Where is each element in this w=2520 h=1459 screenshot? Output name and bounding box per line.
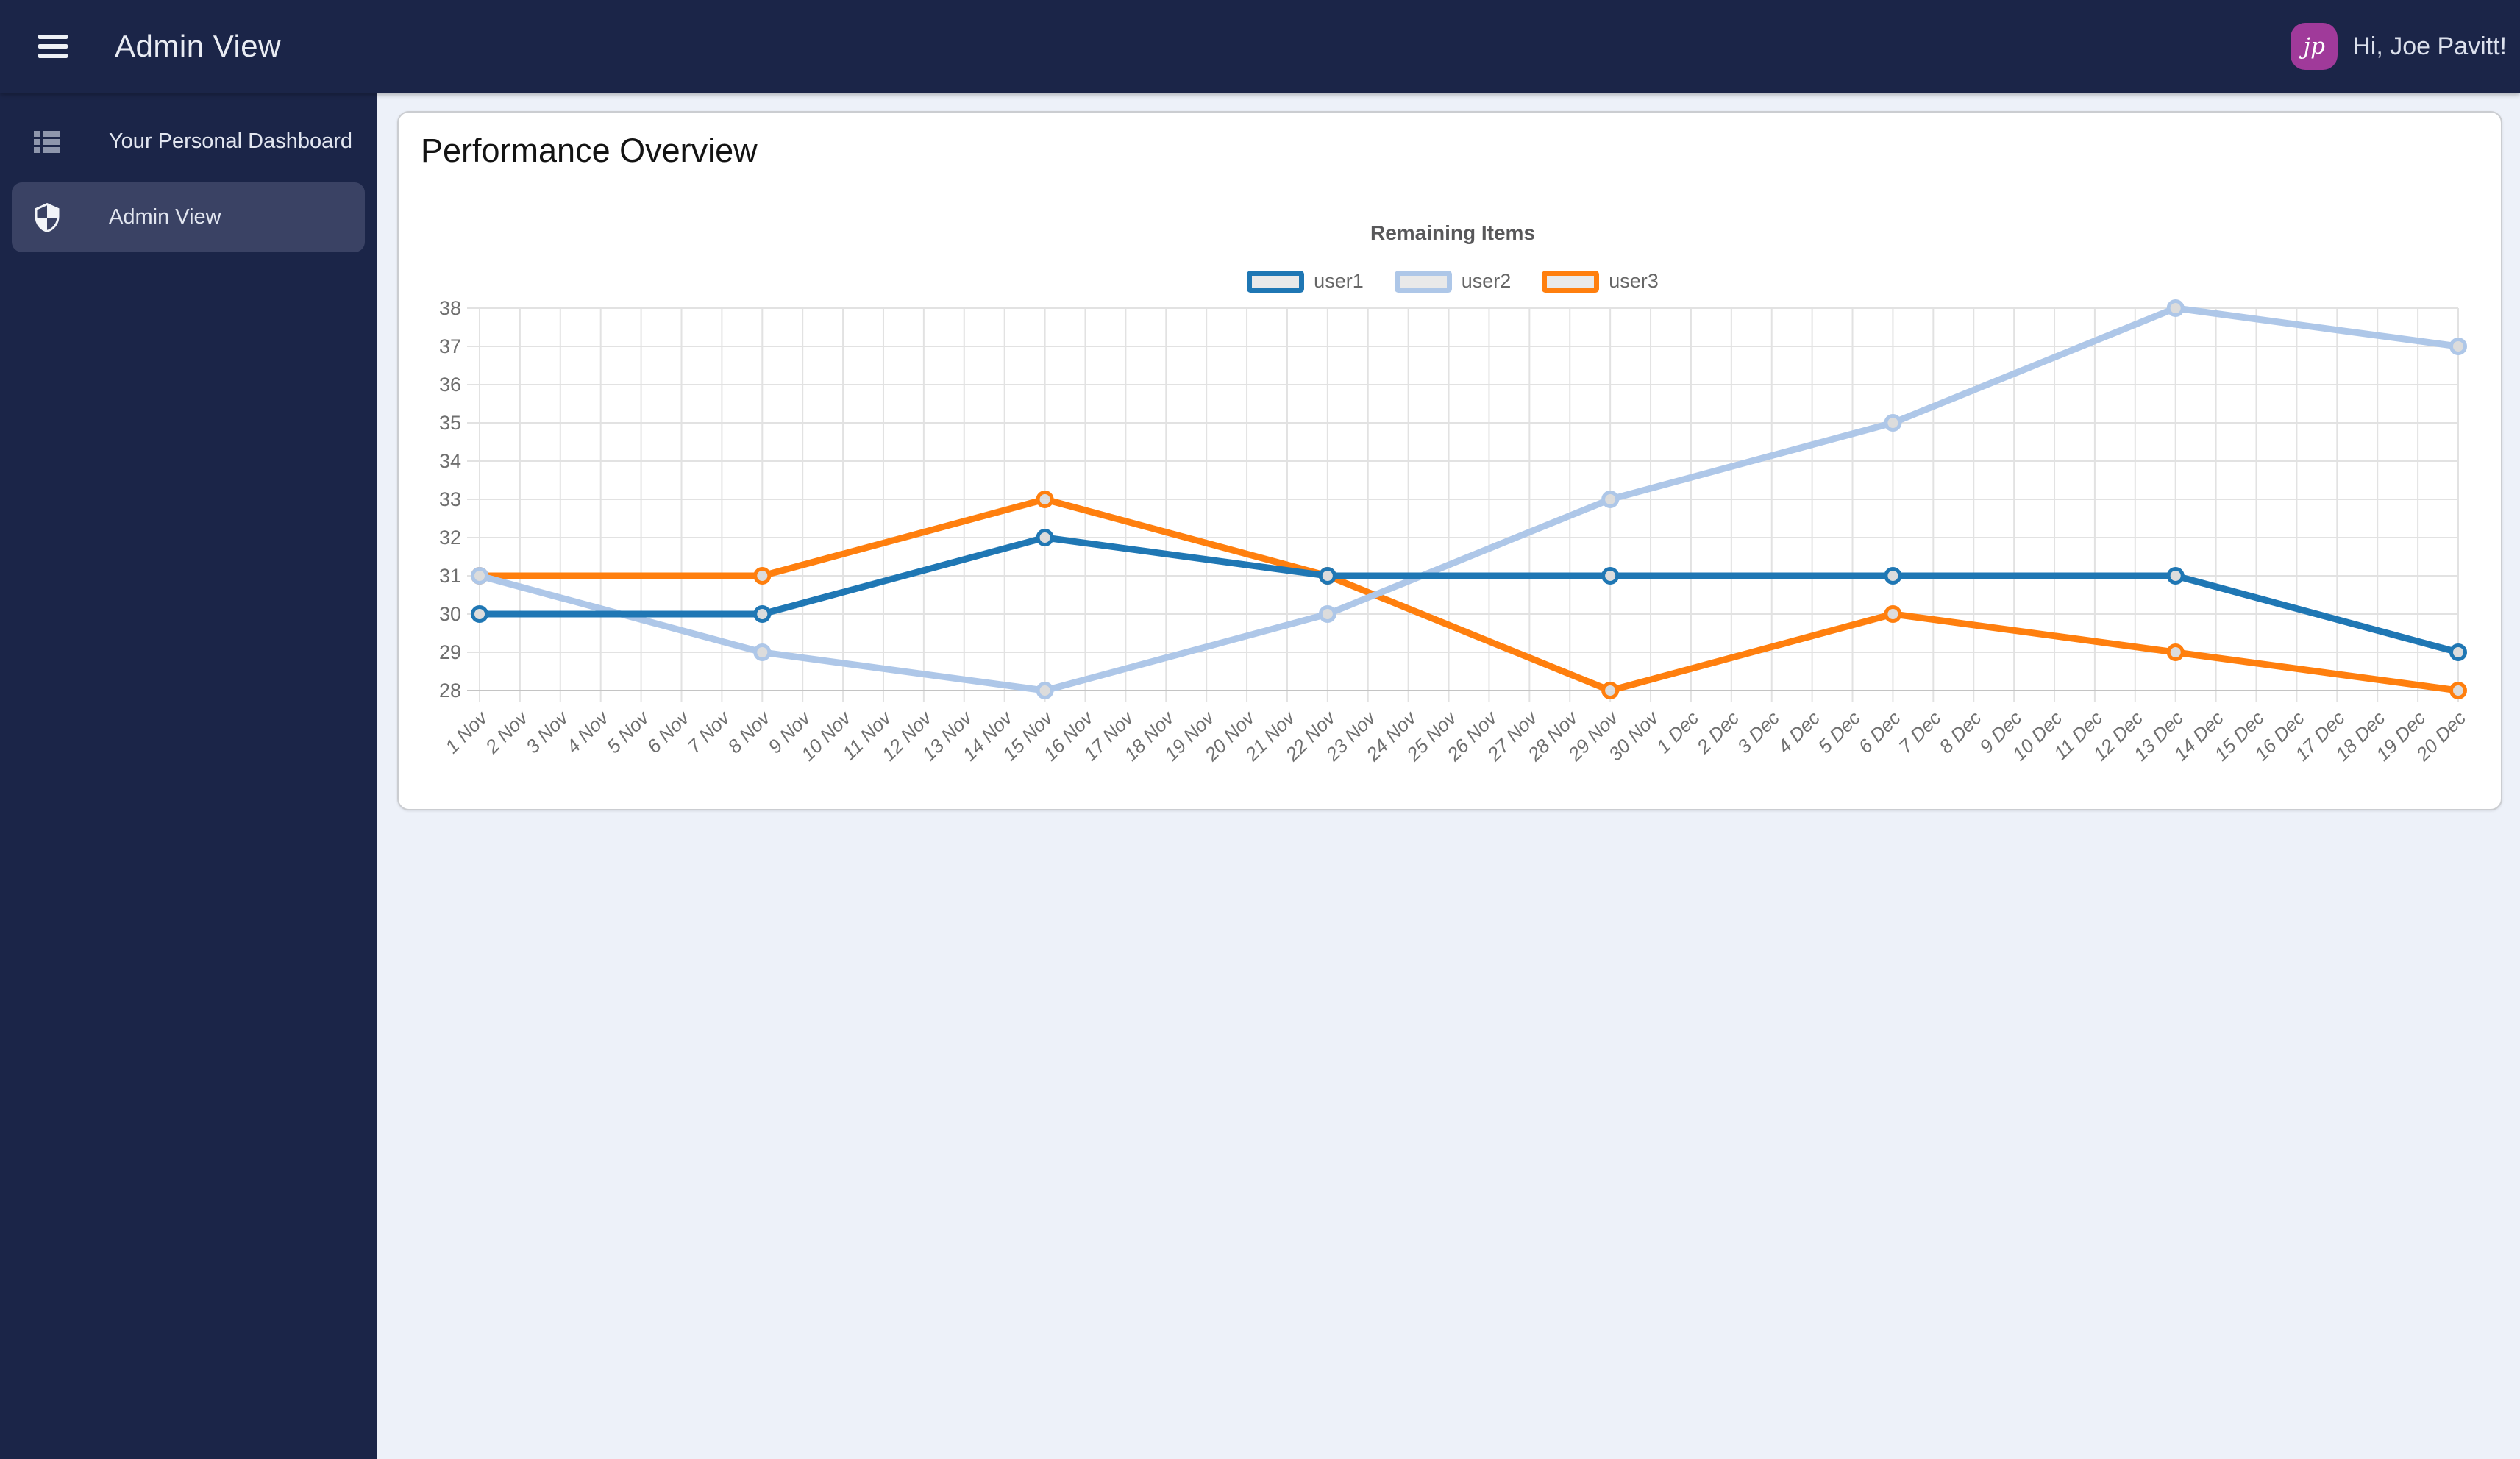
legend-label: user3 xyxy=(1609,270,1659,293)
legend-item-user1[interactable]: user1 xyxy=(1247,270,1364,293)
sidebar-item-label: Admin View xyxy=(109,205,221,229)
svg-text:8 Dec: 8 Dec xyxy=(1935,707,1985,757)
card-title: Performance Overview xyxy=(421,132,758,169)
legend-item-user2[interactable]: user2 xyxy=(1394,270,1512,293)
svg-text:32: 32 xyxy=(439,527,461,549)
legend-item-user3[interactable]: user3 xyxy=(1542,270,1659,293)
hamburger-menu-icon[interactable] xyxy=(34,30,72,63)
sidebar-item-label: Your Personal Dashboard xyxy=(109,129,353,153)
legend-swatch xyxy=(1542,270,1600,293)
legend-label: user2 xyxy=(1461,270,1512,293)
user-greeting: Hi, Joe Pavitt! xyxy=(2352,32,2507,60)
svg-text:34: 34 xyxy=(439,450,461,472)
svg-text:5 Nov: 5 Nov xyxy=(602,706,655,758)
view-list-icon xyxy=(32,130,62,154)
legend-swatch xyxy=(1394,270,1452,293)
shield-icon xyxy=(32,202,62,233)
hamburger-bar xyxy=(38,54,68,58)
sidebar-item-admin-view[interactable]: Admin View xyxy=(12,182,365,252)
svg-text:1 Dec: 1 Dec xyxy=(1652,707,1703,757)
svg-text:38: 38 xyxy=(439,297,461,319)
svg-text:6 Dec: 6 Dec xyxy=(1854,707,1904,757)
top-navbar: Admin View jp Hi, Joe Pavitt! xyxy=(0,0,2520,93)
svg-text:3 Nov: 3 Nov xyxy=(522,706,574,758)
svg-text:35: 35 xyxy=(439,412,461,434)
topbar-user-area: jp Hi, Joe Pavitt! xyxy=(2291,23,2507,70)
hamburger-bar xyxy=(38,35,68,39)
svg-text:5 Dec: 5 Dec xyxy=(1814,707,1865,757)
sidebar-item-personal-dashboard[interactable]: Your Personal Dashboard xyxy=(12,107,365,176)
chart-title: Remaining Items xyxy=(1370,221,1536,244)
legend-swatch xyxy=(1247,270,1305,293)
svg-text:36: 36 xyxy=(439,374,461,396)
svg-text:6 Nov: 6 Nov xyxy=(642,706,694,758)
svg-text:4 Nov: 4 Nov xyxy=(562,706,614,758)
performance-overview-card: Performance Overview Remaining Items use… xyxy=(397,111,2502,810)
svg-text:31: 31 xyxy=(439,565,461,587)
svg-text:28: 28 xyxy=(439,679,461,702)
main-content: Performance Overview Remaining Items use… xyxy=(377,93,2520,1459)
chart-legend: user1 user2 user3 xyxy=(421,269,2485,294)
svg-text:3 Dec: 3 Dec xyxy=(1733,707,1784,757)
legend-label: user1 xyxy=(1314,270,1364,293)
svg-text:4 Dec: 4 Dec xyxy=(1773,707,1824,757)
svg-text:37: 37 xyxy=(439,335,461,357)
svg-text:29: 29 xyxy=(439,641,461,663)
svg-text:7 Nov: 7 Nov xyxy=(683,706,735,758)
svg-text:33: 33 xyxy=(439,488,461,510)
svg-text:8 Nov: 8 Nov xyxy=(723,706,775,758)
remaining-items-chart: Remaining Items user1 user2 user3 1 Nov 2 N… xyxy=(421,221,2485,802)
svg-text:2 Nov: 2 Nov xyxy=(480,706,533,758)
sidebar: Your Personal Dashboard Admin xyxy=(0,93,377,1459)
avatar: jp xyxy=(2291,23,2338,70)
hamburger-bar xyxy=(38,44,68,49)
svg-text:30: 30 xyxy=(439,603,461,625)
svg-text:2 Dec: 2 Dec xyxy=(1692,707,1743,758)
page-title: Admin View xyxy=(115,29,281,63)
svg-text:7 Dec: 7 Dec xyxy=(1894,707,1945,757)
svg-text:1 Nov: 1 Nov xyxy=(441,706,493,758)
